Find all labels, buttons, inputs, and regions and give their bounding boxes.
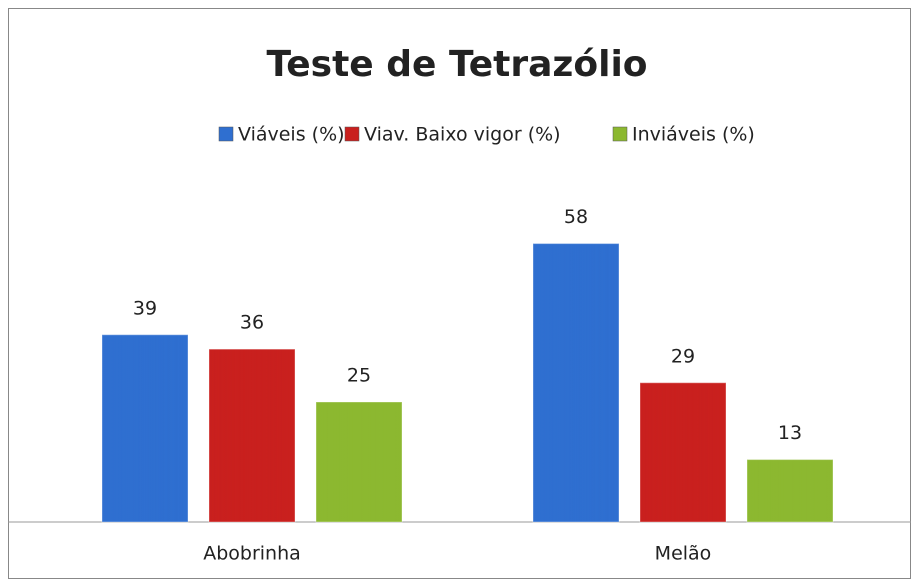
legend-swatch [344, 126, 360, 142]
bar-shade [315, 401, 403, 523]
legend-swatch [612, 126, 628, 142]
x-tick-label: Abobrinha [203, 543, 301, 565]
bar-shade [208, 348, 296, 523]
bar-shade [639, 382, 727, 523]
legend-label: Viav. Baixo vigor (%) [364, 124, 561, 146]
data-label: 13 [778, 422, 802, 444]
data-label: 25 [347, 365, 371, 387]
data-label: 29 [671, 345, 695, 367]
bar-shade [532, 243, 620, 523]
legend-label: Inviáveis (%) [632, 124, 755, 146]
data-label: 39 [133, 297, 157, 319]
bar-shade [101, 334, 189, 523]
x-tick-label: Melão [655, 543, 712, 565]
data-label: 36 [240, 312, 264, 334]
legend-swatch [218, 126, 234, 142]
bar-shade [746, 459, 834, 523]
data-label: 58 [564, 206, 588, 228]
legend-label: Viáveis (%) [238, 124, 345, 146]
chart-title: Teste de Tetrazólio [266, 44, 647, 85]
